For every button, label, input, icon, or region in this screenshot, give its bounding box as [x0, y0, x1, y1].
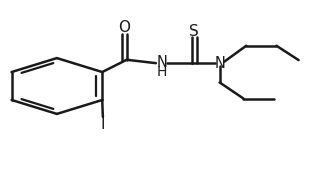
Text: O: O	[118, 20, 130, 35]
Text: I: I	[100, 117, 105, 132]
Text: N: N	[156, 55, 167, 70]
Text: N: N	[214, 56, 225, 71]
Text: H: H	[156, 66, 167, 79]
Text: S: S	[189, 24, 199, 39]
